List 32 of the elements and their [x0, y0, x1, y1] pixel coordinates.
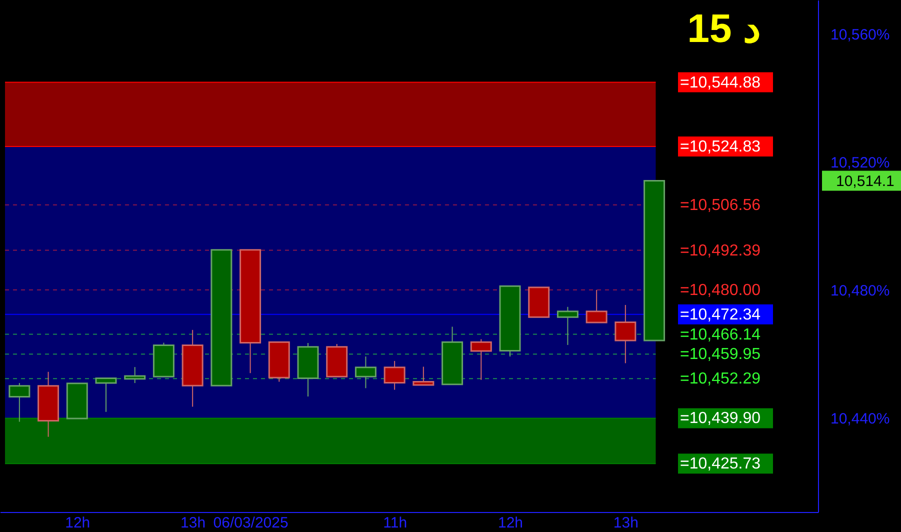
y-tick-label: 10,480% [830, 282, 890, 300]
x-tick-label: 06/03/2025 [213, 514, 288, 532]
text: 10,514.1 [836, 172, 894, 190]
y-tick-label: 10,560% [830, 26, 890, 44]
ref-line-label: =10,452.29 [680, 370, 761, 388]
ref-line-label: =10,506.56 [680, 196, 761, 214]
ref-line-label: =10,524.83 [680, 138, 761, 156]
x-tick-label: 12h [65, 514, 90, 532]
candlestick [124, 366, 146, 384]
candlestick [556, 306, 578, 346]
candlestick [354, 356, 376, 389]
y-tick-label: 10,520% [830, 154, 890, 172]
candlestick [95, 377, 117, 412]
candlestick [470, 338, 492, 380]
candlestick [614, 304, 636, 364]
ref-line-label: =10,544.88 [680, 74, 761, 92]
ref-line-label: =10,439.90 [680, 410, 761, 428]
y-tick-label: 10,440% [830, 410, 890, 428]
ref-line-label: =10,425.73 [680, 456, 761, 473]
ref-line-label: =10,480.00 [680, 282, 761, 299]
annotation: 15 د [687, 7, 761, 51]
x-tick-label: 12h [498, 514, 524, 532]
x-tick-label: 11h [383, 514, 408, 532]
ref-line-label: =10,492.39 [680, 242, 761, 260]
ref-line-label: =10,472.34 [680, 306, 761, 324]
ref-line-label: =10,466.14 [680, 326, 761, 344]
candlestick [384, 360, 406, 390]
candlestick [412, 366, 434, 386]
x-tick-label: 13h [613, 514, 638, 532]
ref-line-label: =10,459.95 [680, 346, 761, 364]
candlestick [586, 289, 608, 324]
x-tick-label: 13h [180, 514, 206, 532]
